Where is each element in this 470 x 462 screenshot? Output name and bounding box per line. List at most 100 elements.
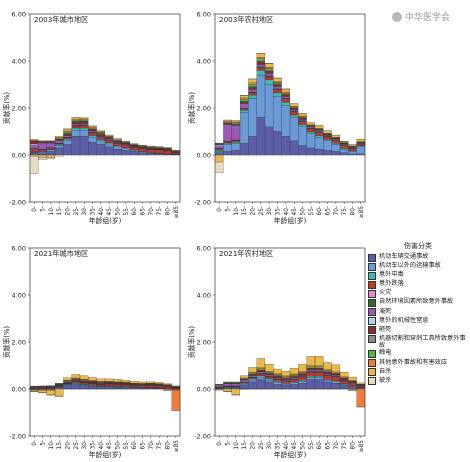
y-tick-label: 6.00: [197, 245, 211, 253]
x-tick-label: 5-: [226, 206, 232, 212]
bar-segment: [273, 381, 282, 383]
bar-segment: [298, 379, 307, 382]
x-tick-label: 80-: [166, 440, 172, 449]
legend-label: 自然环境因素所致意外事故: [379, 298, 454, 306]
y-tick-label: 0.00: [12, 152, 26, 160]
x-tick-label: 55-: [309, 440, 315, 449]
bar-segment: [314, 379, 324, 390]
bar-segment: [63, 140, 72, 145]
x-tick-label: 5-: [226, 440, 232, 446]
bar-segment: [356, 145, 366, 147]
bar-segment: [289, 384, 299, 390]
bar-segment: [323, 139, 332, 142]
bar-segment: [314, 130, 324, 132]
legend-swatch: [368, 349, 376, 358]
x-tick-label: 15-: [57, 440, 63, 449]
y-tick-label: 0.00: [197, 386, 211, 394]
bar-segment: [298, 124, 307, 127]
x-axis-label: 年龄组(岁): [274, 216, 307, 225]
bar-segment: [71, 120, 81, 122]
legend-swatch: [368, 308, 376, 317]
bar-segment: [273, 81, 282, 83]
bar-segment: [256, 57, 266, 59]
bar-segment: [289, 114, 299, 118]
x-tick-label: 30-: [82, 440, 88, 449]
legend-swatch: [368, 298, 376, 307]
bar-segment: [63, 133, 72, 136]
bar-segment: [71, 130, 81, 137]
bar-segment: [96, 133, 106, 136]
bar-segment: [63, 385, 72, 390]
legend-item: 其他意外事故和有害效应: [368, 359, 468, 368]
bar-segment: [306, 131, 316, 134]
bar-segment: [171, 385, 181, 387]
y-tick-label: -2.00: [9, 199, 26, 207]
bar-segment: [104, 142, 114, 145]
bar-segment: [104, 146, 114, 156]
x-tick-label: 60-: [317, 440, 323, 449]
bar-segment: [214, 154, 224, 163]
bar-segment: [239, 385, 249, 390]
bar-segment: [356, 387, 366, 390]
bar-segment: [79, 120, 89, 122]
bar-segment: [298, 121, 307, 125]
bar-segment: [256, 367, 266, 369]
bar-segment: [79, 385, 89, 390]
bar-segment: [281, 381, 291, 384]
x-tick-label: 75-: [157, 440, 163, 449]
bar-segment: [306, 122, 316, 125]
bar-segment: [129, 150, 139, 152]
bar-segment: [96, 137, 106, 140]
x-tick-label: 50-: [301, 440, 307, 449]
x-tick-label: 45-: [292, 440, 298, 449]
bar-segment: [79, 130, 89, 137]
y-tick-label: 4.00: [197, 292, 211, 300]
bar-segment: [79, 375, 89, 380]
bar-segment: [331, 140, 341, 144]
x-tick-label: 60-: [132, 440, 138, 449]
bar-segment: [314, 356, 324, 366]
bar-segment: [248, 94, 257, 99]
bar-segment: [239, 112, 249, 144]
bar-segment: [138, 152, 147, 156]
bar-segment: [298, 113, 307, 117]
bar-segment: [138, 381, 147, 384]
x-tick-label: 30-: [267, 206, 273, 215]
bar-segment: [231, 150, 241, 156]
bar-segment: [298, 372, 307, 374]
x-tick-label: 65-: [141, 206, 147, 215]
bar-segment: [248, 84, 257, 87]
legend-label: 意外跌落: [379, 280, 404, 288]
bar-segment: [38, 151, 47, 153]
bar-segment: [256, 74, 266, 118]
bar-segment: [214, 151, 224, 153]
bar-segment: [348, 388, 357, 391]
legend-label: 砸死: [379, 325, 392, 333]
bar-segment: [298, 364, 307, 372]
bar-segment: [289, 373, 299, 376]
bar-segment: [298, 373, 307, 376]
bar-segment: [146, 381, 156, 384]
bar-segment: [281, 136, 291, 156]
bar-segment: [298, 126, 307, 146]
bar-segment: [323, 379, 332, 381]
bar-segment: [356, 139, 366, 142]
bar-segment: [256, 377, 266, 380]
bar-segment: [323, 130, 332, 134]
bar-segment: [29, 149, 39, 152]
bar-segment: [71, 127, 81, 131]
bar-segment: [239, 375, 249, 379]
bar-segment: [163, 150, 172, 154]
bar-segment: [281, 383, 291, 386]
bar-segment: [79, 121, 89, 124]
x-tick-label: 45-: [107, 440, 113, 449]
bar-segment: [54, 388, 64, 397]
bar-segment: [256, 61, 266, 65]
bar-segment: [339, 148, 349, 150]
y-tick-label: 0.00: [12, 386, 26, 394]
bar-segment: [256, 70, 266, 76]
bar-segment: [248, 381, 257, 390]
legend-label: 机动车以外的运输事故: [379, 262, 441, 270]
bar-segment: [281, 378, 291, 380]
x-tick-label: 25-: [74, 440, 80, 449]
